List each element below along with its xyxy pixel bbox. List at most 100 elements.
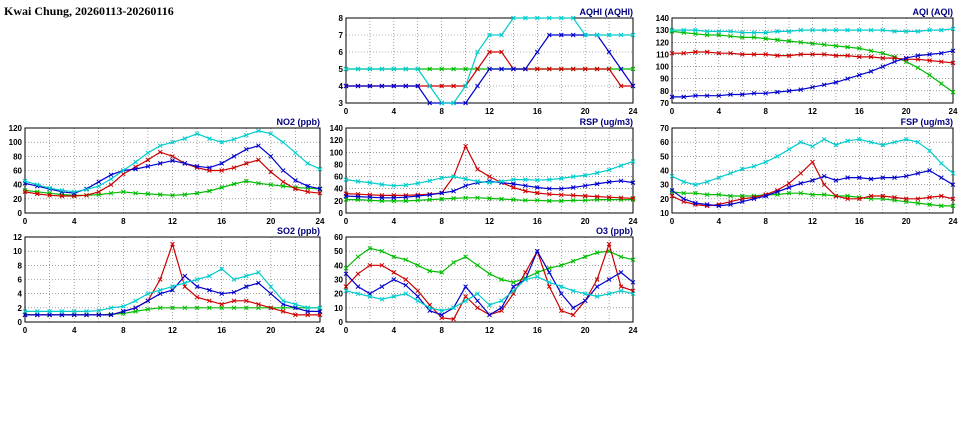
svg-text:60: 60 xyxy=(13,167,22,176)
svg-text:24: 24 xyxy=(629,326,638,335)
svg-text:40: 40 xyxy=(334,261,343,270)
svg-text:20: 20 xyxy=(13,195,22,204)
svg-text:140: 140 xyxy=(330,124,344,133)
svg-text:4: 4 xyxy=(392,326,397,335)
svg-text:0: 0 xyxy=(344,107,349,116)
svg-text:4: 4 xyxy=(339,82,344,91)
svg-text:20: 20 xyxy=(902,217,911,226)
svg-text:24: 24 xyxy=(629,217,638,226)
svg-text:8: 8 xyxy=(121,217,126,226)
svg-text:120: 120 xyxy=(656,38,670,47)
svg-text:12: 12 xyxy=(168,326,177,335)
svg-text:7: 7 xyxy=(339,31,344,40)
svg-text:NO2 (ppb): NO2 (ppb) xyxy=(277,117,321,127)
svg-text:20: 20 xyxy=(660,195,669,204)
svg-text:40: 40 xyxy=(13,181,22,190)
chart-rsp: 0 20 40 60 80 100 120 140 0 4 8 12 16 20 24 RSP (ug/m3) xyxy=(322,116,643,227)
svg-text:5: 5 xyxy=(339,65,344,74)
svg-text:16: 16 xyxy=(217,217,226,226)
svg-text:90: 90 xyxy=(660,75,669,84)
svg-text:0: 0 xyxy=(23,217,28,226)
svg-text:30: 30 xyxy=(660,181,669,190)
svg-text:16: 16 xyxy=(217,326,226,335)
svg-text:0: 0 xyxy=(339,318,344,327)
svg-text:0: 0 xyxy=(339,209,344,218)
svg-text:140: 140 xyxy=(656,14,670,23)
chart-canvas-fsp: 10 20 30 40 50 60 70 0 4 8 12 16 20 24 FSP (ug/m3) xyxy=(660,117,958,226)
svg-text:8: 8 xyxy=(763,107,768,116)
svg-text:3: 3 xyxy=(339,99,344,108)
svg-text:100: 100 xyxy=(656,63,670,72)
svg-text:12: 12 xyxy=(485,217,494,226)
chart-aqhi: 3 4 5 6 7 8 0 4 8 12 16 20 24 AQHI (AQHI) xyxy=(322,6,643,117)
svg-text:130: 130 xyxy=(656,26,670,35)
svg-text:20: 20 xyxy=(581,326,590,335)
chart-canvas-aqi: 70 80 90 100 110 120 130 140 0 4 8 12 16 20 24 AQI (AQI… xyxy=(656,7,958,116)
svg-text:4: 4 xyxy=(717,217,722,226)
svg-text:2: 2 xyxy=(18,304,23,313)
svg-text:12: 12 xyxy=(808,107,817,116)
page-title: Kwai Chung, 20260113-20260116 xyxy=(4,4,174,18)
svg-text:4: 4 xyxy=(717,107,722,116)
svg-text:20: 20 xyxy=(334,197,343,206)
svg-text:0: 0 xyxy=(18,318,23,327)
svg-text:16: 16 xyxy=(533,107,542,116)
svg-text:16: 16 xyxy=(533,217,542,226)
svg-text:0: 0 xyxy=(344,326,349,335)
svg-text:50: 50 xyxy=(334,247,343,256)
svg-text:20: 20 xyxy=(334,290,343,299)
svg-text:80: 80 xyxy=(13,152,22,161)
svg-text:70: 70 xyxy=(660,99,669,108)
svg-text:8: 8 xyxy=(339,14,344,23)
svg-text:FSP (ug/m3): FSP (ug/m3) xyxy=(901,117,953,127)
svg-text:24: 24 xyxy=(629,107,638,116)
svg-text:8: 8 xyxy=(121,326,126,335)
svg-text:100: 100 xyxy=(330,148,344,157)
svg-text:24: 24 xyxy=(316,217,325,226)
svg-text:0: 0 xyxy=(23,326,28,335)
svg-text:RSP (ug/m3): RSP (ug/m3) xyxy=(580,117,633,127)
svg-text:4: 4 xyxy=(392,107,397,116)
svg-text:40: 40 xyxy=(334,185,343,194)
chart-canvas-aqhi: 3 4 5 6 7 8 0 4 8 12 16 20 24 AQHI (AQHI) xyxy=(339,7,638,116)
chart-no2: 0 20 40 60 80 100 120 0 4 8 12 16 20 24 NO2 (ppb) xyxy=(1,116,330,227)
svg-text:10: 10 xyxy=(13,247,22,256)
svg-text:20: 20 xyxy=(266,326,275,335)
svg-text:6: 6 xyxy=(18,276,23,285)
svg-text:80: 80 xyxy=(334,160,343,169)
svg-text:AQHI (AQHI): AQHI (AQHI) xyxy=(580,7,634,17)
svg-text:8: 8 xyxy=(439,326,444,335)
svg-text:20: 20 xyxy=(581,107,590,116)
svg-text:8: 8 xyxy=(763,217,768,226)
svg-text:80: 80 xyxy=(660,87,669,96)
chart-aqi: 70 80 90 100 110 120 130 140 0 4 8 12 16 20 24 AQI (AQI… xyxy=(648,6,963,117)
svg-text:40: 40 xyxy=(660,167,669,176)
svg-text:4: 4 xyxy=(392,217,397,226)
svg-text:0: 0 xyxy=(670,107,675,116)
svg-text:4: 4 xyxy=(72,217,77,226)
svg-text:4: 4 xyxy=(18,290,23,299)
chart-canvas-o3: 0 10 20 30 40 50 60 0 4 8 12 16 20 24 O3 (ppb) xyxy=(334,226,638,335)
chart-canvas-no2: 0 20 40 60 80 100 120 0 4 8 12 16 20 24 NO2 (ppb) xyxy=(9,117,325,226)
chart-o3: 0 10 20 30 40 50 60 0 4 8 12 16 20 24 O3 (ppb) xyxy=(322,225,643,336)
svg-text:16: 16 xyxy=(855,217,864,226)
chart-so2: 0 2 4 6 8 10 12 0 4 8 12 16 20 24 SO2 (ppb) xyxy=(1,225,330,336)
svg-text:60: 60 xyxy=(334,233,343,242)
svg-text:60: 60 xyxy=(660,138,669,147)
svg-text:8: 8 xyxy=(439,107,444,116)
svg-text:24: 24 xyxy=(949,107,958,116)
svg-text:12: 12 xyxy=(13,233,22,242)
svg-text:8: 8 xyxy=(439,217,444,226)
svg-text:120: 120 xyxy=(9,124,23,133)
chart-fsp: 10 20 30 40 50 60 70 0 4 8 12 16 20 24 FSP (ug/m3) xyxy=(648,116,963,227)
svg-text:12: 12 xyxy=(808,217,817,226)
svg-text:20: 20 xyxy=(581,217,590,226)
svg-text:10: 10 xyxy=(334,304,343,313)
svg-text:12: 12 xyxy=(485,326,494,335)
svg-text:SO2 (ppb): SO2 (ppb) xyxy=(277,226,320,236)
svg-text:8: 8 xyxy=(18,261,23,270)
svg-text:6: 6 xyxy=(339,48,344,57)
svg-text:10: 10 xyxy=(660,209,669,218)
